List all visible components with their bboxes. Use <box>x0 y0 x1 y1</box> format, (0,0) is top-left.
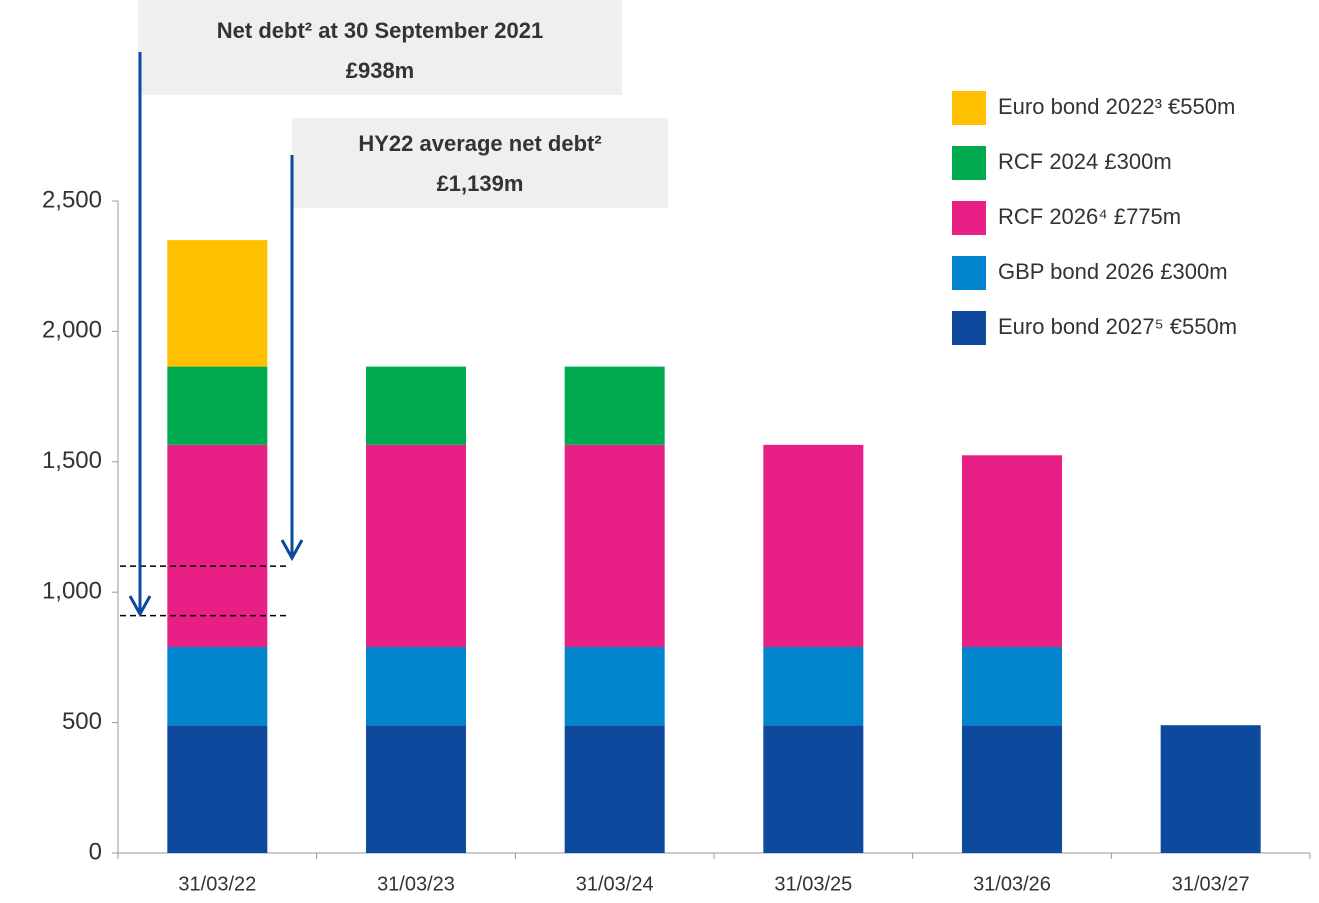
legend-label: Euro bond 2027⁵ €550m <box>998 314 1237 339</box>
y-tick-label: 0 <box>89 838 102 865</box>
bar-segment <box>167 240 268 367</box>
legend-swatch <box>952 256 986 290</box>
legend-label: RCF 2024 £300m <box>998 149 1172 174</box>
bar-segment <box>962 455 1062 647</box>
annotation-box <box>138 0 622 95</box>
y-tick-label: 2,500 <box>42 186 102 213</box>
bar-segment <box>167 725 268 853</box>
bar-segment <box>564 646 665 726</box>
y-tick-label: 1,000 <box>42 578 102 605</box>
annotation-text: £938m <box>346 58 415 83</box>
x-tick-label: 31/03/22 <box>178 873 256 895</box>
y-tick-label: 2,000 <box>42 317 102 344</box>
x-tick-label: 31/03/27 <box>1172 873 1250 895</box>
legend-label: GBP bond 2026 £300m <box>998 259 1228 284</box>
arrow-head <box>128 595 152 618</box>
bar-segment <box>366 725 466 853</box>
bar-segment <box>366 366 466 445</box>
bar-segment <box>366 444 466 647</box>
y-tick-label: 500 <box>62 708 102 735</box>
bar-segment <box>763 725 864 853</box>
bar-segment <box>763 444 864 647</box>
legend-label: RCF 2026⁴ £775m <box>998 204 1181 229</box>
bar-segment <box>962 646 1062 726</box>
x-tick-label: 31/03/26 <box>973 873 1051 895</box>
bar-segment <box>564 366 665 445</box>
bar-segment <box>1160 725 1261 853</box>
x-tick-label: 31/03/25 <box>774 873 852 895</box>
legend-swatch <box>952 201 986 235</box>
annotation-box <box>292 118 668 208</box>
bar-segment <box>366 646 466 726</box>
plot: 0 500 1,000 1,500 2,000 2,500 31/03/22 31/03/23… <box>42 186 1311 895</box>
bar-segment <box>167 646 268 726</box>
bar-segment <box>962 725 1062 853</box>
bar-segment <box>167 366 268 445</box>
bar-segment <box>564 725 665 853</box>
x-tick-label: 31/03/24 <box>576 873 654 895</box>
legend-swatch <box>952 311 986 345</box>
y-tick-label: 1,500 <box>42 447 102 474</box>
arrow-head <box>280 539 304 562</box>
annotation-text: HY22 average net debt² <box>358 131 601 156</box>
x-tick-label: 31/03/23 <box>377 873 455 895</box>
legend-swatch <box>952 91 986 125</box>
bar-segment <box>763 646 864 726</box>
legend-label: Euro bond 2022³ €550m <box>998 94 1235 119</box>
bar-segment <box>564 444 665 647</box>
bar-segment <box>167 444 268 647</box>
annotation-text: Net debt² at 30 September 2021 <box>217 18 543 43</box>
annotation-text: £1,139m <box>437 171 524 196</box>
legend-swatch <box>952 146 986 180</box>
